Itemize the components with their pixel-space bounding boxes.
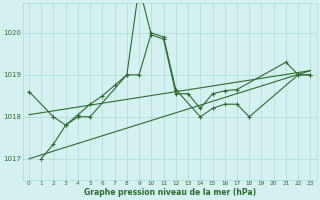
X-axis label: Graphe pression niveau de la mer (hPa): Graphe pression niveau de la mer (hPa) [84, 188, 256, 197]
